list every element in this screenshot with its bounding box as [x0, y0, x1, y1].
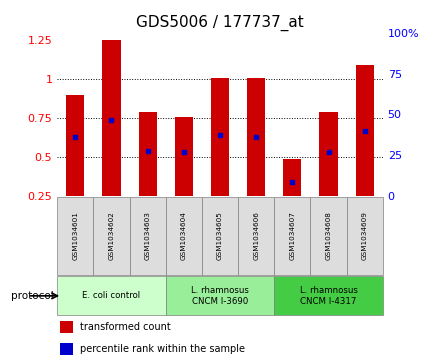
FancyBboxPatch shape: [166, 197, 202, 275]
Text: GSM1034604: GSM1034604: [181, 212, 187, 260]
FancyBboxPatch shape: [57, 197, 93, 275]
FancyBboxPatch shape: [274, 197, 310, 275]
Text: GSM1034603: GSM1034603: [145, 212, 150, 260]
Bar: [175, 117, 193, 196]
Bar: [283, 159, 301, 196]
Text: E. coli control: E. coli control: [82, 291, 140, 300]
Text: GSM1034606: GSM1034606: [253, 212, 259, 260]
FancyBboxPatch shape: [311, 197, 347, 275]
FancyBboxPatch shape: [130, 197, 166, 275]
Text: GSM1034607: GSM1034607: [290, 212, 295, 260]
Bar: [247, 78, 265, 196]
FancyBboxPatch shape: [166, 276, 274, 315]
Bar: [103, 40, 121, 196]
Bar: [60, 343, 73, 355]
FancyBboxPatch shape: [202, 197, 238, 275]
FancyBboxPatch shape: [347, 197, 383, 275]
Bar: [211, 78, 229, 196]
Text: L. rhamnosus
CNCM I-4317: L. rhamnosus CNCM I-4317: [300, 286, 357, 306]
Text: GSM1034602: GSM1034602: [109, 212, 114, 260]
Text: percentile rank within the sample: percentile rank within the sample: [80, 344, 245, 354]
Text: GSM1034608: GSM1034608: [326, 212, 331, 260]
Text: L. rhamnosus
CNCM I-3690: L. rhamnosus CNCM I-3690: [191, 286, 249, 306]
FancyBboxPatch shape: [238, 197, 274, 275]
Bar: [139, 112, 157, 196]
Text: GSM1034605: GSM1034605: [217, 212, 223, 260]
FancyBboxPatch shape: [274, 276, 383, 315]
Text: transformed count: transformed count: [80, 322, 171, 333]
Text: GSM1034601: GSM1034601: [72, 212, 78, 260]
Bar: [66, 95, 84, 196]
FancyBboxPatch shape: [93, 197, 129, 275]
Title: GDS5006 / 177737_at: GDS5006 / 177737_at: [136, 15, 304, 31]
Bar: [319, 112, 337, 196]
Bar: [356, 65, 374, 196]
Text: protocol: protocol: [11, 291, 54, 301]
Bar: [60, 322, 73, 333]
Text: GSM1034609: GSM1034609: [362, 212, 368, 260]
FancyBboxPatch shape: [57, 276, 166, 315]
